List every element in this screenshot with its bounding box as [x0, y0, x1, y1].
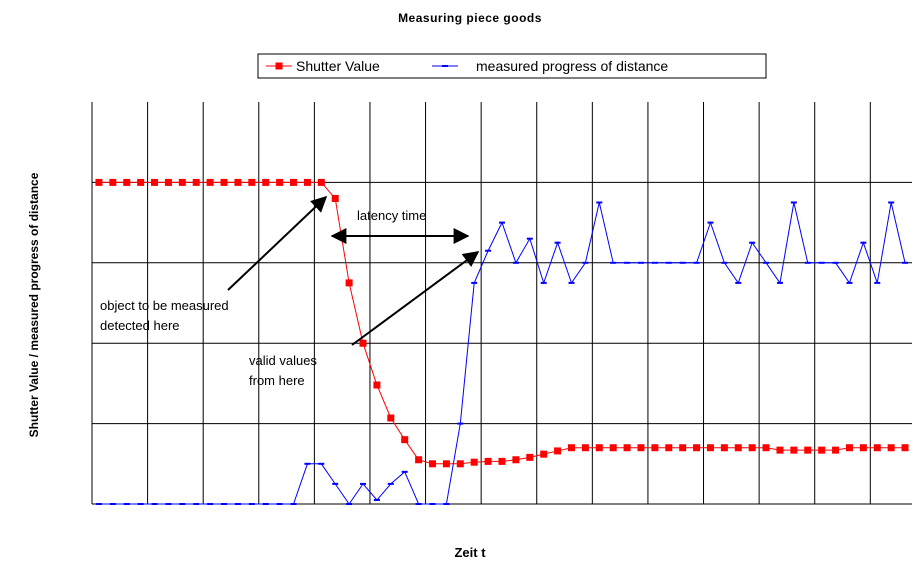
point: [137, 178, 145, 186]
point: [790, 446, 798, 454]
point: [706, 444, 714, 452]
point: [276, 178, 284, 186]
valid-arrow: [351, 251, 480, 346]
point: [206, 178, 214, 186]
chart-title: Measuring piece goods: [398, 11, 542, 25]
point: [192, 178, 200, 186]
point: [359, 339, 367, 347]
point: [151, 178, 159, 186]
point: [526, 453, 534, 461]
point: [595, 444, 603, 452]
legend-label: measured progress of distance: [476, 58, 668, 74]
point: [387, 414, 395, 422]
legend-label: Shutter Value: [296, 58, 380, 74]
point: [762, 444, 770, 452]
point: [665, 444, 673, 452]
point: [776, 446, 784, 454]
point: [456, 460, 464, 468]
point: [679, 444, 687, 452]
legend-marker: [275, 62, 283, 70]
point: [95, 178, 103, 186]
point: [234, 178, 242, 186]
point: [484, 457, 492, 465]
point: [720, 444, 728, 452]
annotation: latency time: [357, 208, 426, 223]
point: [109, 178, 117, 186]
y-axis-label: Shutter Value / measured progress of dis…: [27, 172, 41, 437]
annotation: from here: [249, 373, 305, 388]
legend-box: [257, 53, 767, 79]
point: [178, 178, 186, 186]
annotation: valid values: [249, 353, 317, 368]
point: [262, 178, 270, 186]
point: [290, 178, 298, 186]
point: [401, 436, 409, 444]
point: [540, 450, 548, 458]
point: [818, 446, 826, 454]
point: [581, 444, 589, 452]
point: [609, 444, 617, 452]
point: [429, 460, 437, 468]
point: [164, 178, 172, 186]
point: [845, 444, 853, 452]
point: [651, 444, 659, 452]
point: [345, 279, 353, 287]
point: [748, 444, 756, 452]
point: [220, 178, 228, 186]
annotation: object to be measured: [100, 298, 229, 313]
point: [887, 444, 895, 452]
point: [512, 456, 520, 464]
point: [331, 194, 339, 202]
point: [567, 444, 575, 452]
point: [248, 178, 256, 186]
point: [498, 457, 506, 465]
x-axis-label: Zeit t: [454, 545, 486, 560]
point: [693, 444, 701, 452]
point: [804, 446, 812, 454]
point: [901, 444, 909, 452]
point: [623, 444, 631, 452]
annotation: detected here: [100, 318, 180, 333]
point: [303, 178, 311, 186]
detect-arrow: [227, 195, 328, 291]
point: [859, 444, 867, 452]
point: [317, 178, 325, 186]
point: [415, 456, 423, 464]
point: [442, 460, 450, 468]
point: [554, 447, 562, 455]
point: [123, 178, 131, 186]
point: [832, 446, 840, 454]
point: [470, 458, 478, 466]
series-line: [98, 181, 906, 465]
point: [873, 444, 881, 452]
point: [373, 381, 381, 389]
point: [734, 444, 742, 452]
point: [637, 444, 645, 452]
